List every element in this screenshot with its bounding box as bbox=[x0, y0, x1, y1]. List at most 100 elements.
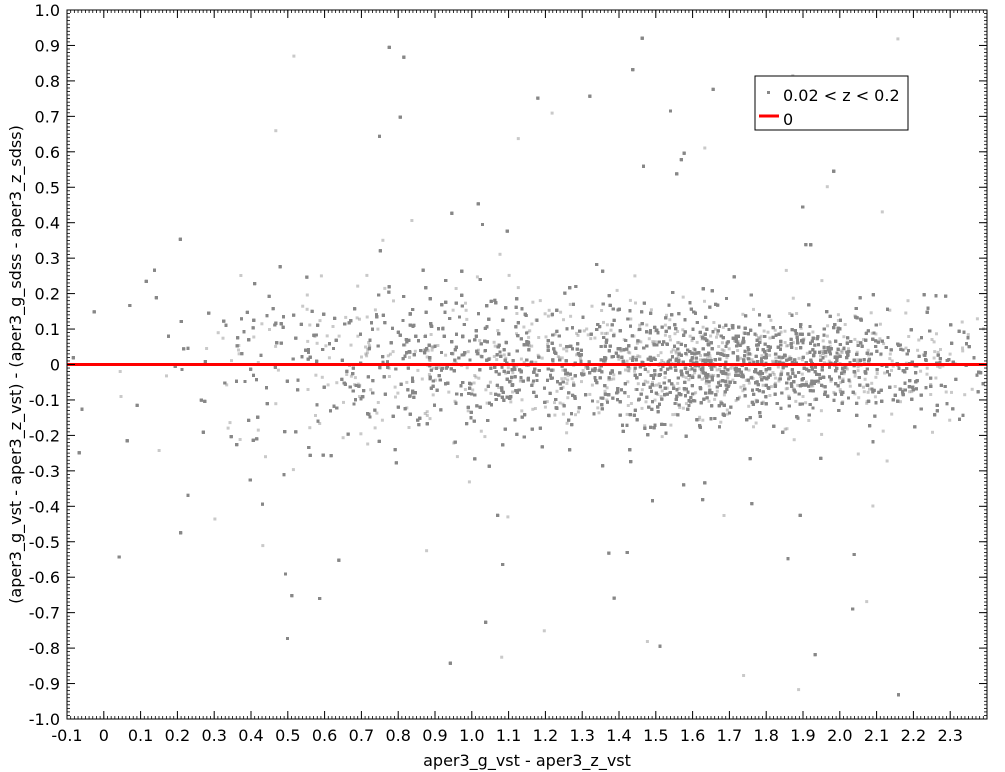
data-point bbox=[274, 129, 278, 133]
data-point bbox=[702, 334, 706, 338]
data-point bbox=[648, 357, 652, 361]
data-point bbox=[695, 321, 699, 324]
data-point bbox=[515, 432, 519, 436]
data-point bbox=[795, 415, 799, 419]
data-point bbox=[688, 334, 692, 338]
data-point bbox=[790, 361, 794, 365]
data-point bbox=[716, 303, 720, 307]
data-point bbox=[468, 386, 472, 390]
data-point bbox=[710, 373, 714, 377]
data-point bbox=[342, 400, 345, 404]
data-point bbox=[500, 388, 504, 392]
data-point bbox=[416, 368, 420, 372]
data-point bbox=[746, 349, 749, 353]
data-point bbox=[847, 350, 851, 353]
data-point bbox=[612, 377, 616, 381]
data-point bbox=[663, 333, 667, 337]
data-point bbox=[945, 402, 949, 406]
data-point bbox=[383, 321, 387, 325]
data-point bbox=[707, 375, 711, 379]
data-point bbox=[730, 323, 734, 327]
data-point bbox=[725, 387, 729, 391]
data-point bbox=[505, 229, 509, 233]
data-point bbox=[676, 376, 680, 380]
data-point bbox=[483, 349, 487, 353]
data-point bbox=[870, 387, 874, 391]
data-point bbox=[758, 411, 762, 415]
data-point bbox=[199, 398, 203, 402]
data-point bbox=[587, 360, 591, 364]
data-point bbox=[462, 353, 466, 357]
data-point bbox=[829, 347, 833, 351]
data-point bbox=[165, 374, 168, 378]
data-point bbox=[734, 337, 738, 341]
data-point bbox=[448, 661, 452, 665]
data-point bbox=[824, 354, 828, 358]
data-point bbox=[532, 379, 535, 383]
data-point bbox=[693, 348, 697, 352]
data-point bbox=[436, 344, 440, 347]
data-point bbox=[510, 368, 514, 372]
data-point bbox=[934, 294, 938, 298]
data-point bbox=[709, 357, 713, 361]
data-point bbox=[686, 390, 690, 394]
data-point bbox=[598, 368, 602, 372]
data-point bbox=[698, 367, 702, 371]
data-point bbox=[866, 348, 870, 352]
data-point bbox=[344, 315, 348, 319]
data-point bbox=[841, 379, 845, 383]
data-point bbox=[886, 370, 889, 374]
data-point bbox=[554, 398, 558, 401]
data-point bbox=[80, 407, 84, 411]
data-point bbox=[749, 352, 753, 356]
data-point bbox=[506, 366, 510, 370]
data-point bbox=[367, 344, 371, 347]
data-point bbox=[829, 379, 833, 383]
data-point bbox=[898, 343, 902, 347]
data-point bbox=[618, 347, 622, 351]
data-point bbox=[922, 293, 926, 297]
data-point bbox=[424, 310, 428, 314]
data-point bbox=[271, 307, 275, 311]
data-point bbox=[378, 134, 381, 138]
data-point bbox=[570, 377, 574, 381]
data-point bbox=[618, 329, 622, 333]
data-point bbox=[285, 379, 289, 383]
data-point bbox=[733, 367, 737, 371]
data-point bbox=[526, 378, 530, 382]
data-point bbox=[870, 381, 874, 385]
data-point bbox=[235, 344, 239, 348]
data-point bbox=[669, 423, 673, 427]
data-point bbox=[279, 341, 283, 345]
data-point bbox=[407, 350, 411, 354]
data-point bbox=[758, 341, 762, 344]
data-point bbox=[630, 334, 634, 338]
data-point bbox=[674, 351, 678, 355]
data-point bbox=[701, 336, 704, 340]
data-point bbox=[406, 366, 410, 370]
data-point bbox=[930, 338, 934, 341]
data-point bbox=[568, 344, 572, 348]
data-point bbox=[533, 370, 537, 374]
data-point bbox=[938, 365, 942, 369]
data-point bbox=[747, 404, 751, 408]
data-point bbox=[945, 359, 949, 362]
data-point bbox=[838, 343, 842, 346]
data-point bbox=[767, 348, 771, 352]
data-point bbox=[511, 390, 515, 394]
data-point bbox=[543, 386, 546, 390]
data-point bbox=[606, 393, 610, 397]
data-point bbox=[777, 332, 781, 336]
data-point bbox=[180, 368, 184, 371]
data-point bbox=[967, 345, 971, 349]
data-point bbox=[738, 372, 742, 375]
data-point bbox=[468, 381, 472, 385]
data-point bbox=[286, 637, 289, 640]
data-point bbox=[859, 341, 863, 345]
data-point bbox=[537, 336, 541, 339]
data-point bbox=[909, 328, 913, 332]
data-point bbox=[851, 607, 855, 611]
data-point bbox=[965, 342, 968, 346]
data-point bbox=[537, 355, 541, 359]
data-point bbox=[563, 376, 567, 380]
